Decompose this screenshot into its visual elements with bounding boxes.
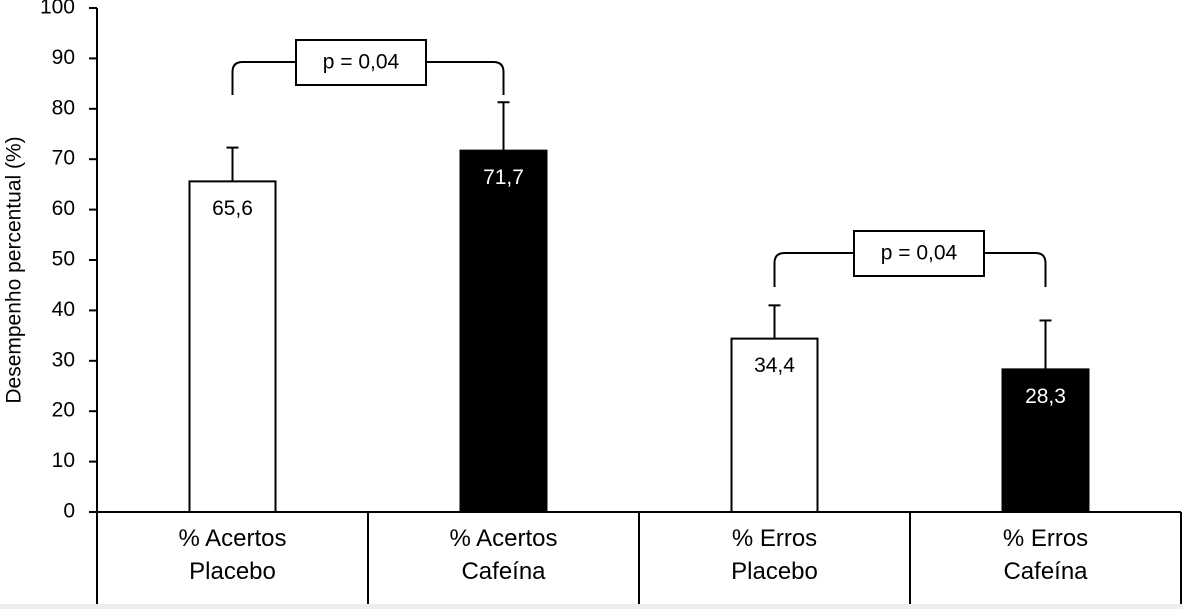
x-tick-label: % Erros Placebo <box>731 525 818 585</box>
value-label: 65,6 <box>212 197 253 220</box>
annotation: p = 0,04 <box>881 242 958 265</box>
x-tick-label: % Acertos Cafeína <box>449 525 558 585</box>
value-label: 71,7 <box>483 166 524 189</box>
bar <box>188 180 277 513</box>
y-axis-label: Desempenho percentual (%) <box>3 136 26 403</box>
y-tick-label: 10 <box>52 449 75 472</box>
y-tick-label: 90 <box>52 46 75 69</box>
annotation: p = 0,04 <box>323 51 400 74</box>
y-tick-label: 20 <box>52 399 75 422</box>
y-tick-label: 80 <box>52 96 75 119</box>
y-tick-label: 60 <box>52 197 75 220</box>
value-label: 34,4 <box>754 354 795 377</box>
y-tick-label: 70 <box>52 147 75 170</box>
y-tick-label: 40 <box>52 298 75 321</box>
bar <box>730 337 819 513</box>
y-tick-label: 50 <box>52 248 75 271</box>
annotation-box <box>853 230 985 277</box>
value-label: 28,3 <box>1025 385 1066 408</box>
y-tick-label: 100 <box>40 0 75 19</box>
x-tick-label: % Acertos Placebo <box>178 525 287 585</box>
annotation-box <box>295 39 427 86</box>
bottom-strip <box>0 604 1183 609</box>
y-tick-label: 30 <box>52 348 75 371</box>
bar <box>1001 368 1090 514</box>
x-tick-label: % Erros Cafeína <box>1002 525 1089 585</box>
bar <box>459 149 548 514</box>
y-tick-label: 0 <box>63 500 75 523</box>
